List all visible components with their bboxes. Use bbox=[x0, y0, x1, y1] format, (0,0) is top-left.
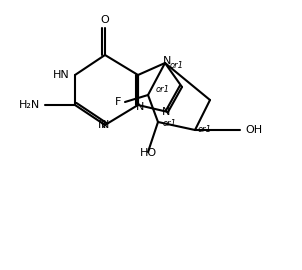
Text: H₂N: H₂N bbox=[19, 100, 40, 110]
Text: N: N bbox=[98, 120, 106, 130]
Text: or1: or1 bbox=[198, 125, 212, 134]
Text: N: N bbox=[101, 120, 109, 130]
Text: or1: or1 bbox=[156, 86, 170, 94]
Text: OH: OH bbox=[245, 125, 262, 135]
Text: O: O bbox=[101, 15, 109, 25]
Text: or1: or1 bbox=[170, 62, 184, 70]
Text: HO: HO bbox=[140, 148, 156, 158]
Text: or1: or1 bbox=[163, 119, 177, 128]
Text: N: N bbox=[163, 56, 171, 66]
Text: N: N bbox=[136, 102, 144, 112]
Text: F: F bbox=[115, 97, 121, 107]
Text: N: N bbox=[162, 107, 170, 117]
Text: HN: HN bbox=[53, 70, 70, 80]
